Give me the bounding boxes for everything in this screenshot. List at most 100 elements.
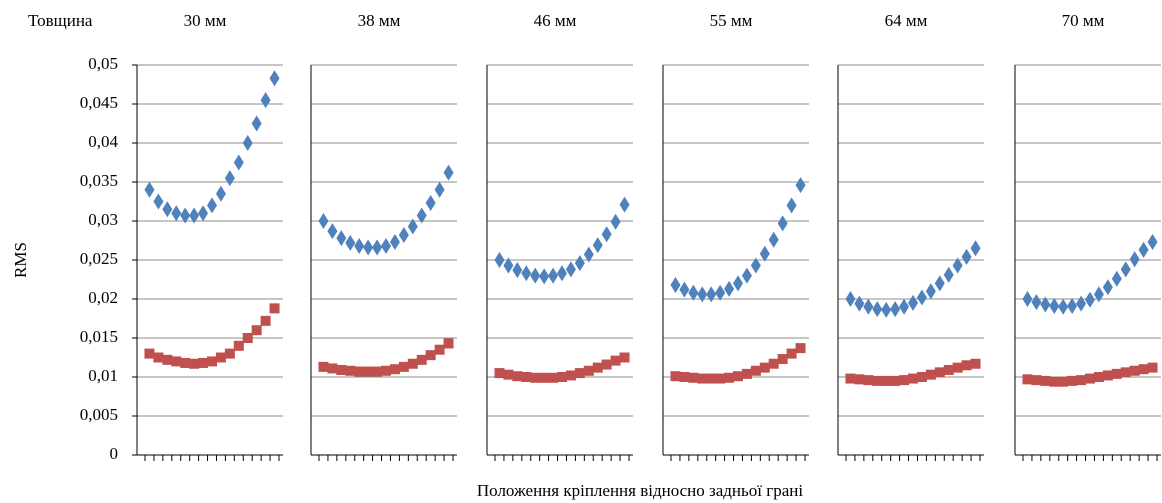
data-point [741,368,752,379]
data-point [1129,365,1140,376]
data-point [750,365,761,376]
y-axis-label: RMS [11,242,30,278]
data-point [512,371,523,382]
data-point [908,294,918,311]
data-point [144,181,155,198]
data-point [592,362,603,373]
data-point [786,197,797,214]
data-point [381,237,391,254]
data-point [162,201,173,218]
data-point [899,298,910,315]
data-point [251,325,262,336]
data-point [1111,270,1122,287]
data-point [198,205,209,222]
data-point [759,362,770,373]
data-point [318,361,329,372]
data-point [759,245,770,262]
data-point [795,343,806,354]
data-point [845,291,856,307]
data-point [908,373,918,384]
data-point [1022,374,1033,385]
data-point [251,115,262,132]
data-point [180,207,191,224]
data-point [521,265,532,282]
data-point [260,315,271,326]
data-point [416,207,427,224]
data-point [269,70,280,87]
y-tick-label: 0,035 [80,171,118,190]
data-point [679,372,690,382]
data-point [1085,373,1095,384]
data-point [224,348,235,359]
data-point [539,268,550,285]
data-point [503,369,514,380]
data-point [733,275,743,292]
data-point [1093,286,1104,303]
data-point [1102,279,1113,296]
data-point [1067,298,1078,315]
data-point [215,352,226,363]
data-point [1067,375,1078,386]
y-tick-label: 0,025 [80,249,118,268]
data-point [925,283,936,300]
data-point [688,284,699,301]
data-point [153,352,164,363]
data-point [1129,251,1140,268]
data-point [619,196,630,213]
data-point [372,366,383,377]
data-point [327,363,338,374]
data-point [1120,261,1131,278]
data-point [557,372,567,382]
data-point [715,284,726,301]
data-point [530,372,541,383]
data-point [1040,296,1051,313]
data-point [539,372,550,383]
panel-title: 30 мм [184,11,227,30]
data-point [934,275,945,292]
data-point [189,207,200,224]
data-point [1138,241,1149,258]
data-point [398,361,409,372]
data-point [741,267,752,284]
data-point [863,298,874,315]
data-point [961,248,972,265]
data-point [207,197,217,214]
y-tick-label: 0,005 [80,405,118,424]
data-point [207,356,217,367]
data-point [354,366,365,377]
data-point [565,261,576,278]
data-point [345,365,356,376]
data-point [854,295,865,312]
data-point [863,375,874,386]
data-point [934,367,945,378]
data-point [872,375,883,386]
x-axis-label: Положення кріплення відносно задньої гра… [477,481,803,500]
data-point [233,340,244,351]
data-point [1076,295,1087,312]
data-point [557,265,567,282]
data-point [952,257,963,274]
data-point [768,358,779,369]
data-point [943,364,954,375]
data-point [1120,367,1131,378]
data-point [503,257,514,274]
data-point [1111,368,1122,379]
data-point [434,181,445,198]
data-point [574,368,585,379]
data-point [777,215,788,232]
data-point [153,193,164,210]
data-point [899,375,910,386]
data-point [354,237,365,254]
data-point [233,154,244,171]
data-point [215,185,226,202]
data-point [574,255,585,272]
data-point [890,301,901,318]
data-point [786,348,797,359]
data-point [697,286,708,303]
panel-title: 38 мм [358,11,401,30]
data-point [407,358,418,369]
data-point [943,266,954,283]
data-point [724,280,735,297]
data-point [777,354,788,365]
